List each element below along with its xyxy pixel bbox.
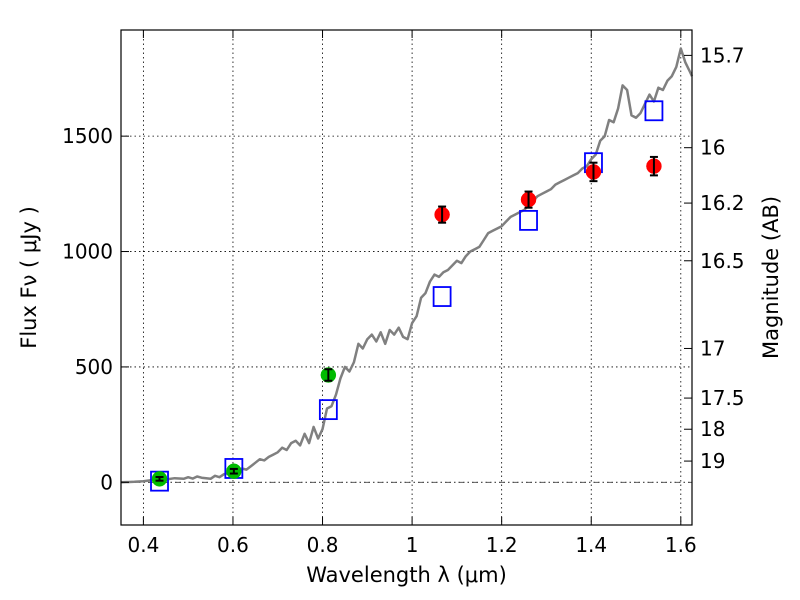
x-tick-label: 1.4 bbox=[575, 533, 607, 557]
y-tick-label: 1000 bbox=[62, 240, 113, 264]
tick-marks bbox=[121, 30, 692, 525]
y-right-tick-label: 15.7 bbox=[700, 43, 745, 67]
tick-labels: 0.4 0.6 0.8 1 1.2 1.4 1.6 0 500 1000 1500 15.7 16 16.… bbox=[62, 43, 744, 557]
y-tick-label: 0 bbox=[100, 470, 113, 494]
model-point bbox=[644, 100, 664, 122]
plot-frame bbox=[120, 29, 693, 526]
y-axis-right-label: Magnitude (AB) bbox=[759, 196, 783, 359]
y-right-tick-label: 17.5 bbox=[700, 386, 745, 410]
series-layer bbox=[120, 47, 694, 492]
y-axis-label: Flux Fν ( μJy ) bbox=[17, 206, 41, 349]
y-right-tick-label: 16 bbox=[700, 136, 725, 160]
model-point bbox=[432, 286, 452, 307]
x-tick-label: 1.6 bbox=[665, 533, 697, 557]
x-tick-label: 0.4 bbox=[127, 533, 159, 557]
y-right-tick-label: 18 bbox=[700, 417, 725, 441]
model-point bbox=[519, 209, 538, 231]
y-right-tick-label: 17 bbox=[700, 336, 725, 360]
grid-lines bbox=[121, 30, 692, 525]
spectrum-line bbox=[120, 47, 694, 484]
x-tick-label: 1.2 bbox=[486, 533, 518, 557]
x-tick-label: 0.6 bbox=[217, 533, 249, 557]
x-tick-label: 0.8 bbox=[307, 533, 339, 557]
x-tick-label: 1 bbox=[406, 533, 419, 557]
y-tick-label: 500 bbox=[75, 355, 113, 379]
y-right-tick-label: 16.2 bbox=[700, 191, 745, 215]
model-point bbox=[318, 399, 338, 421]
x-axis-label: Wavelength λ (μm) bbox=[306, 563, 507, 587]
y-right-tick-label: 16.5 bbox=[700, 249, 745, 273]
y-tick-label: 1500 bbox=[62, 124, 113, 148]
y-right-tick-label: 19 bbox=[700, 449, 725, 473]
